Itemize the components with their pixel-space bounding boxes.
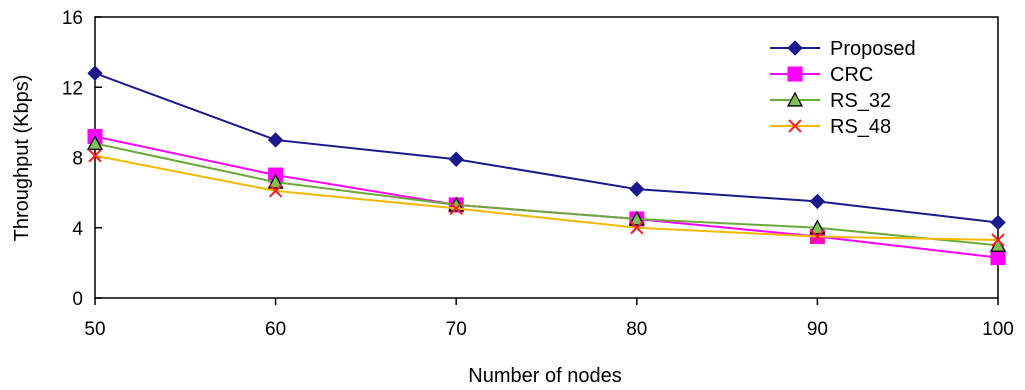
series-proposed xyxy=(87,65,1006,231)
legend-marker xyxy=(788,119,802,133)
legend-label: RS_48 xyxy=(830,116,891,138)
x-tick-label: 80 xyxy=(626,319,647,340)
x-marker-stroke xyxy=(810,229,825,244)
legend-marker xyxy=(786,91,804,107)
data-point xyxy=(448,151,464,167)
series-rs-48 xyxy=(88,149,1005,247)
x-marker-stroke xyxy=(268,184,283,198)
x-axis-label: Number of nodes xyxy=(468,365,621,387)
data-point xyxy=(449,201,463,216)
x-tick-label: 70 xyxy=(446,319,467,340)
x-marker-stroke xyxy=(449,201,463,216)
data-point xyxy=(88,149,102,163)
series-crc xyxy=(87,128,1006,266)
data-point xyxy=(628,210,645,226)
data-point xyxy=(810,229,825,244)
x-marker-stroke xyxy=(991,233,1005,247)
legend-label: RS_32 xyxy=(830,90,891,112)
data-point xyxy=(87,65,103,81)
legend-item: RS_48 xyxy=(770,116,891,138)
data-point xyxy=(268,184,283,198)
x-tick-label: 90 xyxy=(807,319,828,340)
x-marker-stroke xyxy=(630,221,644,235)
legend-item: Proposed xyxy=(770,38,916,60)
legend-marker xyxy=(787,40,803,56)
y-axis-label: Throughput (Kbps) xyxy=(11,75,33,242)
series-line xyxy=(94,142,999,247)
legend-item: RS_32 xyxy=(770,90,891,112)
data-point xyxy=(990,214,1006,231)
legend-label: Proposed xyxy=(830,38,916,60)
data-point xyxy=(267,173,284,189)
data-point xyxy=(991,233,1005,247)
x-tick-label: 100 xyxy=(982,319,1014,340)
legend-item: CRC xyxy=(770,64,873,86)
data-point xyxy=(809,193,826,210)
legend-marker xyxy=(787,66,803,82)
y-tick-label: 12 xyxy=(62,78,83,99)
y-tick-label: 4 xyxy=(72,219,83,240)
x-marker-stroke xyxy=(88,149,102,163)
y-tick-label: 0 xyxy=(72,289,83,310)
series-rs-32 xyxy=(86,135,1007,252)
x-tick-label: 50 xyxy=(84,319,105,340)
data-point xyxy=(630,221,644,235)
x-marker-stroke xyxy=(788,119,802,133)
legend: Proposed CRC RS_32 RS_48 xyxy=(770,38,916,138)
y-tick-label: 16 xyxy=(62,8,83,29)
series-line xyxy=(94,154,999,242)
data-point xyxy=(990,250,1006,266)
y-tick-label: 8 xyxy=(72,149,83,170)
series-line xyxy=(94,72,999,224)
data-point xyxy=(809,219,826,235)
data-point xyxy=(267,132,284,148)
axes: 0 4 8 12 16 50 60 70 80 90 100 xyxy=(62,8,1014,340)
legend-label: CRC xyxy=(830,64,873,86)
series-line xyxy=(94,135,999,259)
series-lines xyxy=(86,65,1007,266)
data-point xyxy=(629,181,645,197)
x-tick-label: 60 xyxy=(265,319,286,340)
data-point xyxy=(86,135,104,151)
